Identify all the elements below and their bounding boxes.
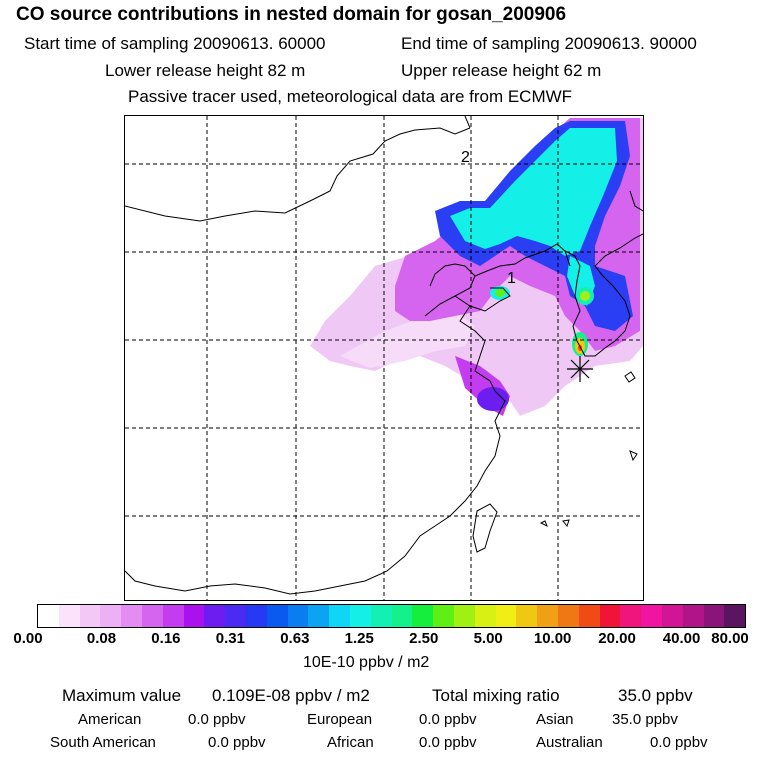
colorbar-segment (682, 605, 704, 627)
grid-label-1: 1 (507, 270, 516, 287)
colorbar-tick-label: 10.00 (533, 630, 572, 647)
china-east-coast (125, 305, 506, 595)
north-border (464, 116, 471, 129)
mongolia-border (125, 127, 471, 222)
hotspot-bohai-core (495, 289, 505, 297)
colorbar-segment (329, 605, 350, 627)
colorbar-segment (661, 605, 683, 627)
concentration-plume (310, 118, 643, 416)
bohai-west-coast (424, 263, 476, 317)
total-mixing-label: Total mixing ratio (432, 686, 560, 705)
colorbar-segment (266, 605, 288, 627)
colorbar-segment (495, 605, 517, 627)
colorbar-segment (724, 605, 746, 627)
taiwan-outline (472, 503, 498, 553)
colorbar-segment (641, 605, 662, 627)
colorbar-tick-label: 1.25 (344, 630, 374, 647)
colorbar-segment (225, 605, 246, 627)
max-value-label: Maximum value (62, 686, 182, 705)
colorbar-segment (308, 605, 330, 627)
region-name: American (78, 711, 142, 728)
coastlines (125, 116, 643, 595)
colorbar-segment (349, 605, 371, 627)
colorbar-tick-label: 40.00 (662, 630, 701, 647)
region-value: 0.0 ppbv (419, 711, 477, 728)
colorbar-tick-label: 2.50 (409, 630, 439, 647)
colorbar-tick-label: 0.08 (86, 630, 117, 647)
region-name: Australian (536, 734, 603, 751)
colorbar-tick-label: 0.31 (215, 630, 245, 647)
upper-release-label: Upper release height 62 m (401, 61, 602, 80)
region-name: African (327, 734, 374, 751)
colorbar-segment (100, 605, 122, 627)
colorbar-segment (204, 605, 226, 627)
plot-title: CO source contributions in nested domain… (16, 4, 567, 25)
colorbar-segment (537, 605, 558, 627)
colorbar (37, 604, 746, 628)
island-ryukyu-a (629, 450, 638, 462)
colorbar-tick-label: 0.00 (13, 630, 43, 647)
colorbar-segment (121, 605, 142, 627)
colorbar-tick-label: 80.00 (711, 630, 749, 647)
map-canvas: 2 1 (125, 116, 643, 600)
source-contribution-map: 2 1 (124, 115, 644, 601)
colorbar-segment (433, 605, 454, 627)
colorbar-segment (453, 605, 475, 627)
liaodong-coast (474, 243, 571, 277)
colorbar-segment (58, 605, 80, 627)
colorbar-units: 10E-10 ppbv / m2 (303, 654, 430, 671)
colorbar-tick-label: 0.63 (280, 630, 310, 647)
hotspot-seoul-core (580, 291, 590, 301)
colorbar-segment (287, 605, 309, 627)
korea-coast (564, 233, 643, 357)
colorbar-segment (38, 605, 59, 627)
colorbar-tick-label: 5.00 (473, 630, 503, 647)
region-name: South American (50, 734, 156, 751)
lat-lon-grid (125, 116, 643, 600)
region-name: Asian (536, 711, 574, 728)
colorbar-segment (391, 605, 413, 627)
colorbar-segment (141, 605, 163, 627)
colorbar-segment (516, 605, 538, 627)
colorbar-segment (578, 605, 600, 627)
colorbar-segment (557, 605, 579, 627)
max-value: 0.109E-08 ppbv / m2 (212, 686, 370, 705)
colorbar-segment (79, 605, 101, 627)
asterisk-icon (567, 356, 593, 382)
colorbar-segment (245, 605, 267, 627)
colorbar-segment (620, 605, 642, 627)
region-value: 0.0 ppbv (650, 734, 708, 751)
island-ryukyu-c (562, 519, 570, 528)
start-time-label: Start time of sampling 20090613. 60000 (24, 34, 326, 53)
island-jeju (624, 371, 636, 383)
colorbar-segment (370, 605, 392, 627)
plume-cyan-core (450, 128, 617, 256)
colorbar-segment (162, 605, 184, 627)
total-mixing-value: 35.0 ppbv (618, 686, 693, 705)
hotspot-shanghai (477, 387, 509, 411)
end-time-label: End time of sampling 20090613. 90000 (401, 34, 697, 53)
region-value: 0.0 ppbv (419, 734, 477, 751)
region-value: 0.0 ppbv (208, 734, 266, 751)
colorbar-tick-labels: 0.00 0.08 0.16 0.31 0.63 1.25 2.50 5.00 10.00 20.… (0, 630, 768, 650)
island-ryukyu-b (539, 520, 548, 528)
colorbar-segment (183, 605, 205, 627)
colorbar-segment (703, 605, 725, 627)
colorbar-segment (412, 605, 434, 627)
colorbar-segment (599, 605, 621, 627)
far-northeast-coast (629, 190, 643, 212)
colorbar-tick-label: 20.00 (598, 630, 636, 647)
colorbar-tick-label: 0.16 (151, 630, 181, 647)
region-value: 0.0 ppbv (188, 711, 246, 728)
colorbar-segment (474, 605, 496, 627)
region-value: 35.0 ppbv (612, 711, 678, 728)
tracer-note: Passive tracer used, meteorological data… (128, 87, 573, 106)
grid-label-2: 2 (461, 149, 470, 166)
region-name: European (307, 711, 373, 728)
lower-release-label: Lower release height 82 m (105, 61, 306, 80)
